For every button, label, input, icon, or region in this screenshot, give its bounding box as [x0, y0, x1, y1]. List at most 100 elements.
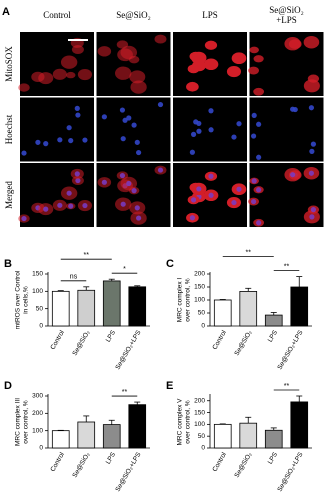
- cell-nucleus: [131, 188, 137, 194]
- x-tick-label: LPS: [105, 451, 118, 466]
- y-axis-label: mtROS over Control: [15, 270, 22, 329]
- cell-nucleus: [126, 180, 132, 187]
- cell-nucleus: [256, 154, 262, 160]
- bar: [102, 280, 121, 327]
- significance-label: *: [123, 266, 126, 273]
- x-tick-label: Control: [49, 451, 66, 473]
- cell-mitosox: [253, 55, 264, 63]
- cell-nucleus: [75, 177, 81, 184]
- x-tick-label: Se@SiO₂+LPS: [276, 451, 304, 493]
- x-tick-label: Se@SiO₂: [233, 451, 253, 479]
- cell-mitosox: [253, 87, 265, 96]
- bar: [77, 421, 96, 449]
- cell-mitosox: [226, 66, 241, 78]
- cell-nucleus: [251, 198, 257, 205]
- cell-nucleus: [35, 139, 41, 145]
- cell-mitosox: [284, 37, 301, 51]
- y-tick-label: 150: [194, 284, 205, 291]
- column-header: Se@SiO₂: [116, 10, 150, 20]
- cell-nucleus: [101, 179, 107, 185]
- cell-nucleus: [68, 137, 74, 144]
- column-header: Control: [43, 10, 71, 20]
- cell-nucleus: [66, 125, 72, 131]
- cell-mitosox: [248, 66, 260, 75]
- row-label: MitoSOX: [4, 46, 14, 82]
- y-tick-label: 200: [32, 410, 43, 417]
- x-tick-label: LPS: [105, 329, 118, 344]
- y-axis-label: in cells,%: [23, 286, 30, 314]
- cell-mitosox: [204, 40, 218, 50]
- y-tick-label: 100: [194, 297, 205, 304]
- cell-mitosox: [128, 55, 140, 64]
- cell-nucleus: [21, 215, 27, 222]
- micrograph: [20, 97, 94, 162]
- x-tick-label: Se@SiO₂+LPS: [114, 451, 142, 493]
- cell-nucleus: [310, 207, 317, 213]
- bar: [128, 286, 147, 327]
- x-tick-label: Se@SiO₂+LPS: [276, 329, 304, 371]
- significance-label: **: [284, 263, 290, 270]
- cell-nucleus: [251, 133, 257, 139]
- cell-mitosox: [77, 68, 93, 81]
- y-tick-label: 100: [32, 288, 43, 295]
- y-tick-label: 50: [198, 433, 206, 440]
- cell-mitosox: [60, 55, 78, 69]
- row-label: Merged: [4, 181, 14, 209]
- cell-mitosox: [38, 72, 54, 85]
- cell-mitosox: [303, 79, 320, 93]
- cell-nucleus: [43, 141, 49, 147]
- cell-mitosox: [130, 80, 147, 94]
- cell-nucleus: [308, 105, 315, 111]
- cell-nucleus: [308, 170, 315, 176]
- x-tick-label: LPS: [267, 329, 280, 344]
- cell-nucleus: [66, 190, 72, 196]
- bar: [51, 430, 70, 449]
- cell-nucleus: [134, 205, 140, 211]
- row-label: Hoechst: [4, 114, 14, 144]
- cell-nucleus: [82, 137, 88, 143]
- y-tick-label: 0: [201, 323, 205, 330]
- cell-mitosox: [203, 58, 219, 71]
- cell-nucleus: [208, 127, 214, 133]
- column-header: +LPS: [276, 15, 297, 25]
- cell-nucleus: [136, 149, 142, 156]
- cell-nucleus: [131, 122, 137, 128]
- panel-label: A: [2, 6, 10, 18]
- cell-nucleus: [236, 121, 242, 127]
- cell-nucleus: [310, 141, 317, 147]
- cell-nucleus: [190, 131, 197, 137]
- cell-mitosox: [186, 81, 199, 92]
- bar: [264, 314, 283, 327]
- cell-nucleus: [134, 139, 140, 145]
- y-axis-label: over control, %: [185, 400, 192, 444]
- cell-nucleus: [236, 186, 242, 192]
- panel-label: C: [166, 258, 174, 270]
- cell-nucleus: [256, 220, 262, 226]
- panel-label: D: [4, 380, 12, 392]
- cell-mitosox: [120, 45, 138, 60]
- x-tick-label: Control: [49, 329, 66, 351]
- bar: [77, 289, 96, 327]
- cell-mitosox: [52, 68, 67, 80]
- cell-nucleus: [57, 202, 63, 208]
- cell-nucleus: [68, 203, 74, 209]
- x-tick-label: Se@SiO₂: [233, 329, 253, 357]
- cell-mitosox: [191, 51, 207, 65]
- bar: [213, 423, 232, 449]
- y-axis-label: MRC complex V: [177, 398, 184, 446]
- significance-label: ns: [70, 274, 78, 281]
- cell-nucleus: [74, 171, 80, 177]
- significance-label: **: [122, 389, 128, 396]
- cell-nucleus: [290, 106, 296, 112]
- x-tick-label: LPS: [267, 451, 280, 466]
- bar: [239, 422, 258, 449]
- cell-nucleus: [157, 101, 164, 108]
- cell-mitosox: [97, 46, 112, 57]
- cell-nucleus: [309, 148, 315, 154]
- panel-label: E: [166, 380, 173, 392]
- y-tick-label: 200: [194, 397, 205, 404]
- x-tick-label: Se@SiO₂: [71, 329, 91, 357]
- significance-label: **: [84, 252, 90, 259]
- cell-mitosox: [115, 66, 132, 80]
- cell-nucleus: [120, 201, 126, 207]
